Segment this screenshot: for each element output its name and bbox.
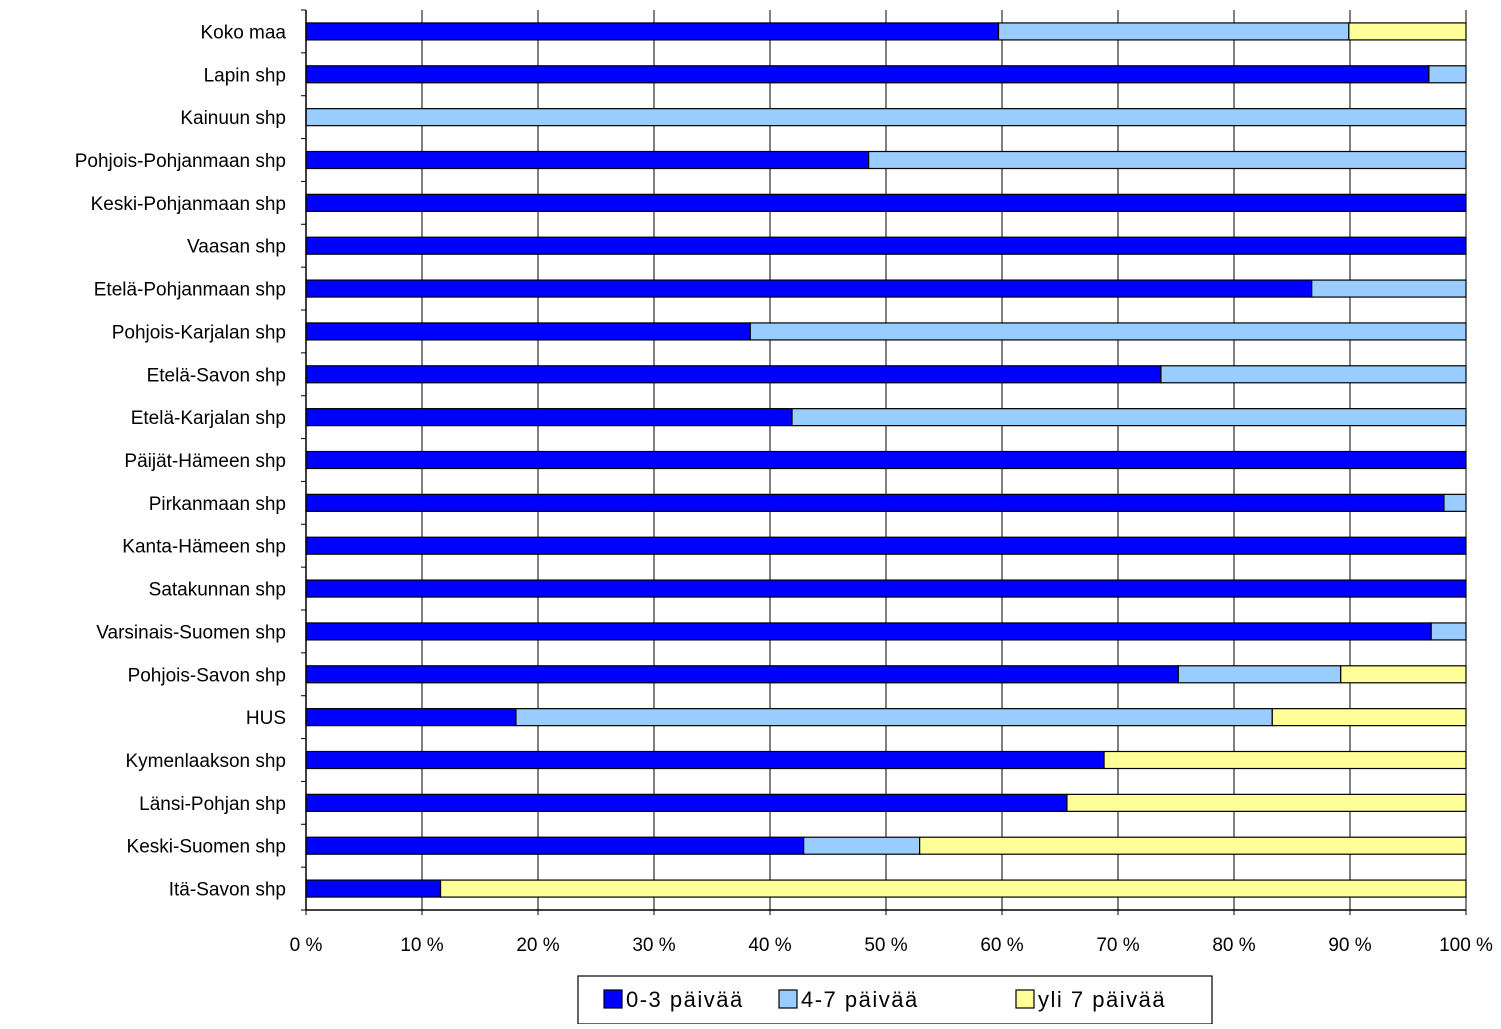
bar-pohjois-karjalan-shp-0-3-p-iv — [305, 322, 751, 341]
bar-varsinais-suomen-shp-0-3-p-iv — [305, 622, 1432, 641]
bar-koko-maa-4-7-p-iv — [997, 22, 1350, 41]
category-label-koko-maa: Koko maa — [200, 22, 286, 43]
bar-satakunnan-shp-0-3-p-iv — [305, 579, 1467, 598]
x-tick-label: 70 % — [1096, 935, 1139, 956]
bar-kainuun-shp-4-7-p-iv — [305, 108, 1467, 127]
category-label-kymenlaakson-shp: Kymenlaakson shp — [125, 751, 286, 772]
bar-pohjois-karjalan-shp-4-7-p-iv — [749, 322, 1467, 341]
x-tick-label: 100 % — [1439, 935, 1493, 956]
bar-koko-maa-yli-7-p-iv — [1348, 22, 1467, 41]
bar-pohjois-savon-shp-0-3-p-iv — [305, 665, 1179, 684]
bar-etel-karjalan-shp-4-7-p-iv — [791, 408, 1467, 427]
category-label-it-savon-shp: Itä-Savon shp — [169, 880, 286, 901]
bar-it-savon-shp-yli-7-p-iv — [439, 879, 1467, 898]
category-label-p-ij-t-h-meen-shp: Päijät-Hämeen shp — [124, 451, 286, 472]
bar-lapin-shp-4-7-p-iv — [1428, 65, 1467, 84]
bar-hus-0-3-p-iv — [305, 708, 517, 727]
category-label-keski-suomen-shp: Keski-Suomen shp — [127, 837, 286, 858]
category-label-pohjois-karjalan-shp: Pohjois-Karjalan shp — [112, 322, 286, 343]
bar-etel-savon-shp-4-7-p-iv — [1160, 365, 1467, 384]
legend-box — [577, 975, 1213, 1025]
bar-l-nsi-pohjan-shp-yli-7-p-iv — [1066, 793, 1467, 812]
bar-etel-savon-shp-0-3-p-iv — [305, 365, 1162, 384]
legend-label-4-7-p-iv: 4-7 päivää — [801, 987, 919, 1012]
category-label-pirkanmaan-shp: Pirkanmaan shp — [149, 494, 286, 515]
bar-etel-karjalan-shp-0-3-p-iv — [305, 408, 793, 427]
bar-keski-suomen-shp-yli-7-p-iv — [919, 836, 1467, 855]
x-tick-label: 40 % — [748, 935, 791, 956]
legend-swatch-yli-7-p-iv — [1015, 989, 1035, 1009]
category-label-kainuun-shp: Kainuun shp — [180, 108, 286, 129]
category-label-etel-savon-shp: Etelä-Savon shp — [147, 365, 286, 386]
bar-kymenlaakson-shp-yli-7-p-iv — [1103, 750, 1467, 770]
bar-l-nsi-pohjan-shp-0-3-p-iv — [305, 793, 1068, 812]
x-tick-label: 20 % — [516, 935, 559, 956]
x-tick-label: 90 % — [1328, 935, 1371, 956]
bar-pirkanmaan-shp-4-7-p-iv — [1443, 493, 1467, 512]
x-tick-label: 50 % — [864, 935, 907, 956]
category-label-varsinais-suomen-shp: Varsinais-Suomen shp — [96, 622, 286, 643]
legend-label-0-3-p-iv: 0-3 päivää — [626, 987, 744, 1012]
bar-lapin-shp-0-3-p-iv — [305, 65, 1430, 84]
category-label-pohjois-savon-shp: Pohjois-Savon shp — [128, 665, 286, 686]
legend-swatch-0-3-p-iv — [603, 989, 623, 1009]
bar-pohjois-savon-shp-yli-7-p-iv — [1340, 665, 1467, 684]
category-label-hus: HUS — [246, 708, 286, 729]
x-tick-label: 0 % — [290, 935, 323, 956]
category-label-keski-pohjanmaan-shp: Keski-Pohjanmaan shp — [91, 194, 286, 215]
bar-hus-yli-7-p-iv — [1271, 708, 1467, 727]
bar-etel-pohjanmaan-shp-4-7-p-iv — [1311, 279, 1467, 298]
bar-p-ij-t-h-meen-shp-0-3-p-iv — [305, 450, 1467, 470]
bar-keski-suomen-shp-0-3-p-iv — [305, 836, 805, 855]
x-tick-label: 30 % — [632, 935, 675, 956]
bar-keski-suomen-shp-4-7-p-iv — [803, 836, 921, 855]
bar-pirkanmaan-shp-0-3-p-iv — [305, 493, 1445, 512]
category-label-etel-karjalan-shp: Etelä-Karjalan shp — [131, 408, 286, 429]
bar-kymenlaakson-shp-0-3-p-iv — [305, 750, 1105, 770]
bars — [305, 22, 1467, 898]
bar-pohjois-pohjanmaan-shp-0-3-p-iv — [305, 150, 870, 170]
bar-pohjois-savon-shp-4-7-p-iv — [1177, 665, 1342, 684]
bar-koko-maa-0-3-p-iv — [305, 22, 1000, 41]
legend-swatch-4-7-p-iv — [778, 989, 798, 1009]
axes — [301, 9, 1467, 915]
category-label-etel-pohjanmaan-shp: Etelä-Pohjanmaan shp — [94, 280, 286, 301]
bar-etel-pohjanmaan-shp-0-3-p-iv — [305, 279, 1313, 298]
category-label-satakunnan-shp: Satakunnan shp — [149, 580, 286, 601]
bar-vaasan-shp-0-3-p-iv — [305, 236, 1467, 255]
x-tick-label: 60 % — [980, 935, 1023, 956]
category-label-l-nsi-pohjan-shp: Länsi-Pohjan shp — [139, 794, 286, 815]
bar-varsinais-suomen-shp-4-7-p-iv — [1430, 622, 1467, 641]
x-tick-label: 80 % — [1212, 935, 1255, 956]
category-label-kanta-h-meen-shp: Kanta-Hämeen shp — [122, 537, 286, 558]
bar-keski-pohjanmaan-shp-0-3-p-iv — [305, 193, 1467, 212]
category-label-vaasan-shp: Vaasan shp — [187, 237, 286, 258]
bar-kanta-h-meen-shp-0-3-p-iv — [305, 536, 1467, 555]
axis-labels: 0 % 10 % 20 % 30 % 40 % 50 % 60 % 70 % 80 % 90 % 1… — [75, 22, 1493, 956]
category-label-pohjois-pohjanmaan-shp: Pohjois-Pohjanmaan shp — [75, 151, 286, 172]
x-tick-label: 10 % — [400, 935, 443, 956]
legend-label-yli-7-p-iv: yli 7 päivää — [1038, 987, 1166, 1012]
legend: 0-3 päivää 4-7 päivää yli 7 päivää — [577, 975, 1213, 1025]
bar-hus-4-7-p-iv — [515, 708, 1273, 727]
bar-it-savon-shp-0-3-p-iv — [305, 879, 442, 898]
category-label-lapin-shp: Lapin shp — [204, 65, 286, 86]
bar-pohjois-pohjanmaan-shp-4-7-p-iv — [867, 150, 1467, 170]
